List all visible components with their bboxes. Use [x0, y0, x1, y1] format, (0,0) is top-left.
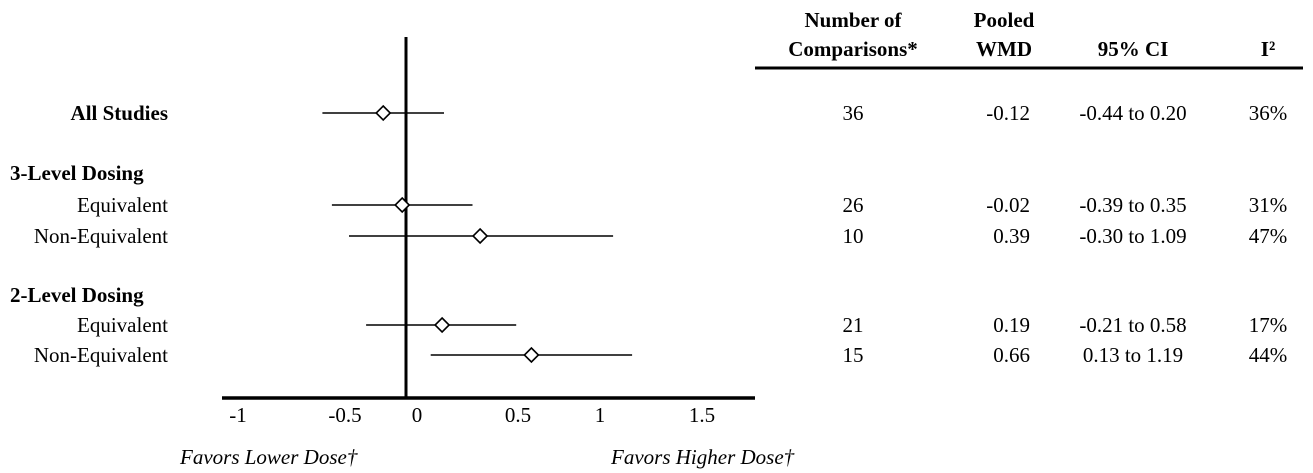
cell-wmd: 0.39 — [993, 224, 1030, 248]
forest-rows: All Studies 36 -0.12 -0.44 to 0.20 36% 3-Leve… — [10, 101, 1287, 367]
x-tick-label: 1 — [595, 403, 606, 427]
cell-n: 36 — [843, 101, 864, 125]
row-label: Non-Equivalent — [34, 224, 168, 248]
cell-i2: 36% — [1249, 101, 1288, 125]
header-wmd-line1: Pooled — [974, 8, 1035, 32]
cell-i2: 47% — [1249, 224, 1288, 248]
cell-n: 26 — [843, 193, 864, 217]
x-tick-label: 0.5 — [505, 403, 531, 427]
cell-ci: -0.44 to 0.20 — [1079, 101, 1186, 125]
cell-n: 15 — [843, 343, 864, 367]
row-label: All Studies — [71, 101, 168, 125]
cell-ci: 0.13 to 1.19 — [1083, 343, 1183, 367]
row-label: Equivalent — [77, 313, 168, 337]
cell-i2: 44% — [1249, 343, 1288, 367]
estimate-marker — [375, 104, 392, 122]
row-label: Equivalent — [77, 193, 168, 217]
cell-i2: 31% — [1249, 193, 1288, 217]
cell-wmd: 0.19 — [993, 313, 1030, 337]
x-tick-label: 0 — [412, 403, 423, 427]
cell-n: 10 — [843, 224, 864, 248]
estimate-marker — [523, 346, 540, 364]
estimate-marker — [471, 227, 489, 245]
cell-wmd: -0.12 — [986, 101, 1030, 125]
estimate-marker — [433, 316, 451, 334]
row-label: Non-Equivalent — [34, 343, 168, 367]
x-tick-label: -0.5 — [328, 403, 361, 427]
header-i2: I² — [1261, 37, 1275, 61]
cell-wmd: -0.02 — [986, 193, 1030, 217]
estimate-marker — [394, 196, 411, 214]
header-ci: 95% CI — [1098, 37, 1169, 61]
row-label: 3-Level Dosing — [10, 161, 144, 185]
cell-i2: 17% — [1249, 313, 1288, 337]
cell-ci: -0.21 to 0.58 — [1079, 313, 1186, 337]
x-tick-label: -1 — [229, 403, 247, 427]
row-label: 2-Level Dosing — [10, 283, 144, 307]
header-comparisons-line1: Number of — [804, 8, 902, 32]
cell-ci: -0.30 to 1.09 — [1079, 224, 1186, 248]
header-comparisons-line2: Comparisons* — [788, 37, 918, 61]
cell-wmd: 0.66 — [993, 343, 1030, 367]
header-wmd-line2: WMD — [976, 37, 1032, 61]
x-tick-label: 1.5 — [689, 403, 715, 427]
favors-lower-label: Favors Lower Dose† — [179, 445, 358, 469]
favors-higher-label: Favors Higher Dose† — [610, 445, 795, 469]
cell-n: 21 — [843, 313, 864, 337]
x-tick-labels: -1 -0.5 0 0.5 1 1.5 — [229, 403, 715, 427]
cell-ci: -0.39 to 0.35 — [1079, 193, 1186, 217]
